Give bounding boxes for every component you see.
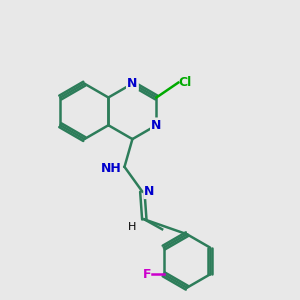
Text: NH: NH — [101, 162, 122, 175]
Text: N: N — [127, 77, 138, 90]
Text: F: F — [143, 268, 152, 281]
Text: Cl: Cl — [178, 76, 191, 89]
Text: N: N — [144, 185, 155, 198]
Text: H: H — [128, 222, 136, 232]
Text: N: N — [151, 119, 162, 132]
